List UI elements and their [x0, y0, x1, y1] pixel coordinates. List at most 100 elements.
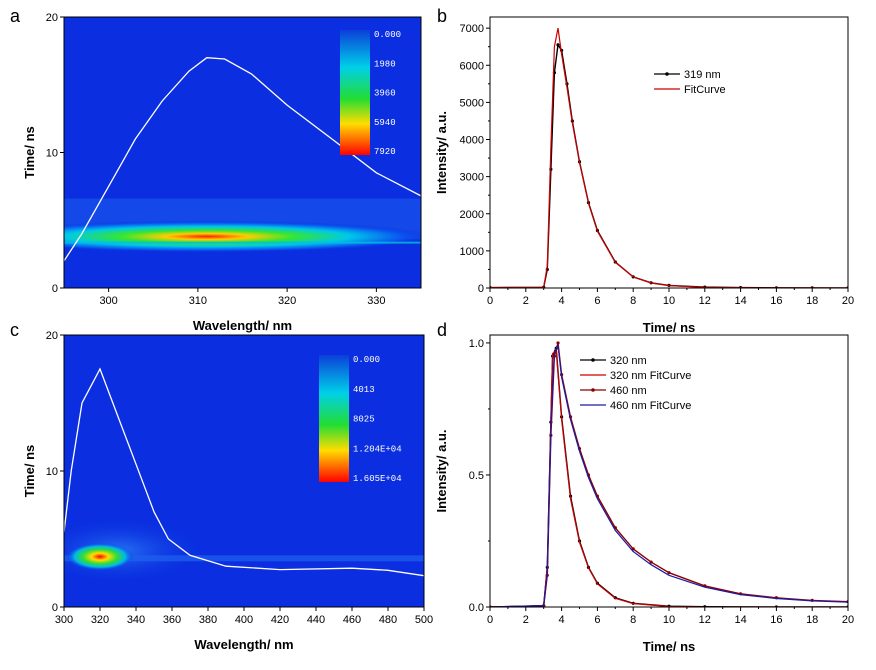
panel-letter-d: d	[437, 320, 447, 340]
x-tick-label: 440	[307, 614, 325, 626]
x-tick-label: 500	[415, 614, 433, 626]
y-tick-label: 0.0	[469, 602, 484, 614]
legend-label: 319 nm	[684, 69, 721, 81]
legend-marker	[665, 72, 669, 76]
legend: 320 nm 320 nm FitCurve 460 nm 460 nm FitCur…	[580, 355, 691, 412]
legend-marker	[591, 358, 595, 362]
y-tick-label: 6000	[460, 60, 484, 72]
heatmap-band	[64, 220, 421, 253]
y-tick-label: 5000	[460, 97, 484, 109]
y-axis-label: Time/ ns	[22, 126, 37, 179]
x-tick-label: 0	[487, 295, 493, 307]
y-tick-label: 0	[52, 602, 58, 614]
y-axis-label: Time/ ns	[22, 445, 37, 498]
colorbar-label: 7920	[374, 147, 396, 157]
series-point	[556, 43, 560, 47]
x-tick-label: 2	[523, 614, 529, 626]
y-tick-label: 0.5	[469, 470, 484, 482]
x-tick-label: 10	[663, 614, 675, 626]
x-tick-label: 12	[699, 614, 711, 626]
y-tick-label: 1.0	[469, 338, 484, 350]
legend-label: 460 nm	[610, 385, 647, 397]
panel-letter-b: b	[437, 6, 447, 26]
x-tick-label: 14	[734, 295, 746, 307]
series-line	[490, 343, 848, 607]
x-tick-label: 310	[189, 295, 207, 307]
series-point	[649, 560, 653, 564]
colorbar-label: 3960	[374, 89, 396, 99]
colorbar-gradient	[340, 30, 370, 155]
series-point	[667, 571, 671, 575]
y-tick-label: 2000	[460, 209, 484, 221]
x-axis-label: Wavelength/ nm	[193, 318, 292, 333]
colorbar-label: 8025	[353, 415, 375, 425]
y-tick-label: 7000	[460, 23, 484, 35]
x-tick-label: 0	[487, 614, 493, 626]
colorbar-label: 1.605E+04	[353, 474, 402, 484]
x-tick-label: 340	[127, 614, 145, 626]
y-tick-label: 3000	[460, 172, 484, 184]
x-tick-label: 18	[806, 614, 818, 626]
panel-letter-c: c	[10, 320, 19, 340]
plot-area	[490, 27, 848, 288]
x-tick-label: 360	[163, 614, 181, 626]
colorbar-label: 1.204E+04	[353, 444, 402, 454]
heatmap-peak	[66, 542, 134, 571]
panel-a: 0.000 1980 3960 5940 7920 300 310 320 330 0 10 20 Wa…	[22, 12, 422, 333]
x-tick-label: 20	[842, 295, 854, 307]
colorbar-label: 5940	[374, 118, 396, 128]
panel-d: 0 2 4 6 8 10 12 14 16 18 20 0.0 0.5 1.0 Time/ ns Intens…	[434, 334, 854, 654]
x-tick-label: 18	[806, 295, 818, 307]
series-line	[490, 345, 848, 607]
x-tick-label: 460	[343, 614, 361, 626]
panel-letters: a b c d	[10, 6, 447, 340]
legend-marker	[591, 388, 595, 392]
colorbar: 0.000 4013 8025 1.204E+04 1.605E+04	[319, 355, 402, 484]
x-axis-label: Wavelength/ nm	[194, 637, 293, 652]
x-tick-label: 300	[99, 295, 117, 307]
series-line	[490, 349, 848, 607]
x-tick-label: 300	[55, 614, 73, 626]
x-axis-label: Time/ ns	[643, 639, 696, 654]
colorbar-label: 0.000	[353, 355, 380, 365]
x-tick-label: 16	[770, 614, 782, 626]
x-tick-label: 420	[271, 614, 289, 626]
y-tick-label: 0	[52, 283, 58, 295]
y-axis-label: Intensity/ a.u.	[434, 111, 449, 194]
x-tick-label: 20	[842, 614, 854, 626]
overlay-curve	[64, 367, 424, 577]
series-line	[490, 42, 848, 288]
series-point	[556, 341, 560, 345]
x-tick-label: 10	[663, 295, 675, 307]
heatmap-area	[64, 335, 424, 607]
panel-c: 0.000 4013 8025 1.204E+04 1.605E+04 300 320 340…	[22, 330, 433, 652]
x-tick-label: 8	[630, 295, 636, 307]
x-tick-label: 320	[278, 295, 296, 307]
y-tick-label: 20	[46, 330, 58, 342]
y-tick-label: 1000	[460, 246, 484, 258]
legend: 319 nm FitCurve	[654, 69, 726, 96]
overlay-curve	[64, 57, 421, 262]
y-tick-label: 10	[46, 148, 58, 160]
y-tick-label: 10	[46, 466, 58, 478]
x-axis-label: Time/ ns	[643, 320, 696, 335]
y-tick-label: 4000	[460, 135, 484, 147]
colorbar-label: 4013	[353, 385, 375, 395]
x-tick-label: 16	[770, 295, 782, 307]
y-tick-label: 20	[46, 12, 58, 24]
heatmap-area	[64, 17, 421, 288]
x-tick-label: 4	[559, 295, 565, 307]
plot-frame	[489, 16, 849, 289]
legend-label: 460 nm FitCurve	[610, 400, 691, 412]
panel-letter-a: a	[10, 6, 21, 26]
colorbar-label: 0.000	[374, 30, 401, 40]
x-tick-label: 6	[594, 614, 600, 626]
x-tick-label: 12	[699, 295, 711, 307]
y-tick-label: 0	[478, 283, 484, 295]
y-axis-label: Intensity/ a.u.	[434, 429, 449, 512]
x-tick-label: 400	[235, 614, 253, 626]
x-tick-label: 320	[91, 614, 109, 626]
x-tick-label: 6	[594, 295, 600, 307]
legend-label: FitCurve	[684, 84, 726, 96]
